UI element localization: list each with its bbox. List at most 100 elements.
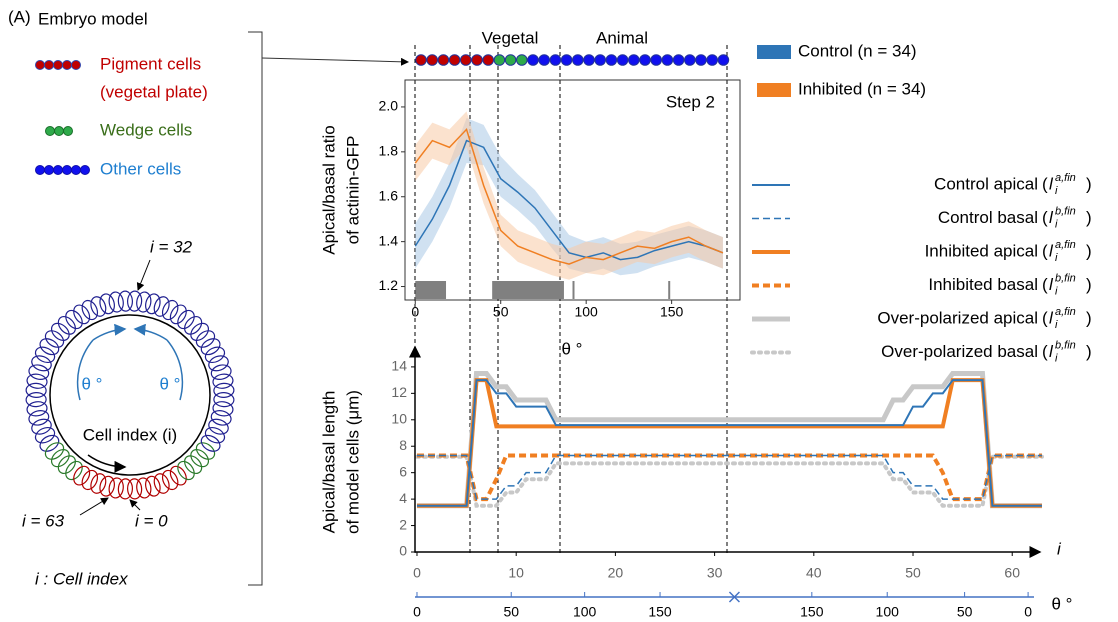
model-cell (26, 373, 48, 389)
confidence-band (415, 111, 723, 280)
legend-label: Control apical (934, 174, 1038, 193)
model-cell (177, 460, 195, 481)
y-tick-label: 1.8 (379, 143, 399, 159)
strip-cell (616, 54, 629, 66)
legend-notation: ) (1086, 208, 1092, 227)
x-axis-label: θ ° (562, 339, 583, 358)
model-cell (145, 293, 161, 315)
theta-label: θ ° (160, 374, 181, 393)
legend-label: Over-polarized apical (877, 308, 1038, 327)
caption: i : Cell index (35, 569, 128, 588)
model-cell (200, 434, 221, 452)
panel-label: (A) (8, 7, 31, 26)
model-cell (117, 290, 133, 312)
legend-notation: b,fin (1055, 272, 1076, 284)
plot-frame (404, 79, 741, 301)
legend-notation: i (1055, 252, 1058, 264)
model-cell (31, 355, 52, 372)
theta-arc (92, 323, 127, 341)
theta-arc (76, 339, 94, 401)
x-tick-label: 50 (905, 565, 921, 581)
cell-dot (71, 165, 81, 175)
model-cell (25, 382, 47, 398)
model-cell (28, 364, 50, 380)
model-cell (34, 346, 56, 364)
strip-cell (583, 54, 595, 66)
legend-swatch (757, 83, 791, 97)
strip-cell (717, 54, 730, 66)
model-cell (34, 426, 56, 444)
legend-notation: ( (1042, 241, 1048, 260)
cell-dot (53, 165, 63, 175)
strip-cell (493, 54, 506, 66)
x-tick-label: 150 (660, 304, 684, 320)
x-tick-label: 100 (574, 304, 598, 320)
theta-arc (166, 339, 184, 401)
model-cell (169, 304, 187, 325)
region-label: Animal (596, 28, 648, 47)
pigment-label: Pigment cells (100, 54, 201, 73)
legend-notation: i (1055, 218, 1058, 230)
cell-dot (45, 126, 55, 136)
x2-tick-label: 150 (648, 604, 672, 620)
x2-tick-label: 100 (876, 604, 900, 620)
model-cell (127, 478, 143, 500)
theta-label: θ ° (82, 374, 103, 393)
legend-notation: l (1049, 208, 1054, 227)
x2-tick-label: 100 (573, 604, 597, 620)
y-axis-label: Apical/basal length (319, 391, 338, 534)
model-cell (81, 299, 99, 321)
model-cell (99, 475, 115, 497)
model-cell (31, 418, 52, 435)
axis-cross (728, 591, 740, 603)
x2-tick-label: 0 (1024, 604, 1032, 620)
y-tick-label: 1.2 (379, 277, 399, 293)
series-line (416, 379, 1042, 507)
theta-arc (133, 323, 168, 341)
strip-cell (639, 54, 651, 66)
model-cell (204, 426, 226, 444)
x-tick-label: 10 (508, 565, 524, 581)
cell-dot (44, 165, 54, 175)
x2-axis-label: θ ° (1052, 594, 1073, 613)
y-tick-label: 2.0 (379, 98, 399, 114)
y-tick-label: 4 (399, 490, 407, 506)
y-axis-label: of model cells (μm) (343, 390, 362, 534)
model-cell (90, 296, 107, 317)
i-top-label: i = 32 (150, 237, 193, 256)
model-cell (195, 330, 216, 348)
cell-dot (35, 165, 45, 175)
strip-cell (426, 54, 439, 66)
link-arrow (261, 57, 409, 66)
y-tick-label: 12 (391, 384, 407, 400)
significance-bar (415, 281, 447, 299)
i-first-label: i = 0 (135, 511, 168, 530)
model-cell (212, 373, 234, 389)
strip-cell (661, 54, 674, 66)
y-axis-label: of actinin-GFP (343, 136, 362, 245)
model-cell (212, 401, 234, 417)
model-cell (161, 469, 179, 491)
series-line (416, 454, 1042, 500)
series-line (414, 139, 724, 261)
model-cell (184, 455, 203, 475)
model-cell (190, 449, 210, 468)
strip-cell (650, 54, 663, 66)
model-cell (108, 291, 124, 313)
legend-notation: ( (1042, 208, 1048, 227)
y-tick-label: 14 (391, 358, 407, 374)
model-cell (25, 392, 47, 408)
strip-cell (415, 54, 427, 66)
model-cell (195, 442, 216, 460)
model-cell (190, 322, 210, 341)
legend-label: Inhibited apical (925, 241, 1038, 260)
cell-dot (53, 60, 63, 70)
y-tick-label: 1.4 (379, 232, 399, 248)
model-cell (210, 364, 232, 380)
strip-cell (572, 54, 584, 66)
model-cell (44, 442, 65, 460)
legend-notation: i (1055, 352, 1058, 364)
significance-bar (668, 281, 671, 299)
strip-cell (448, 54, 461, 66)
legend-label: Inhibited (n = 34) (798, 79, 926, 98)
